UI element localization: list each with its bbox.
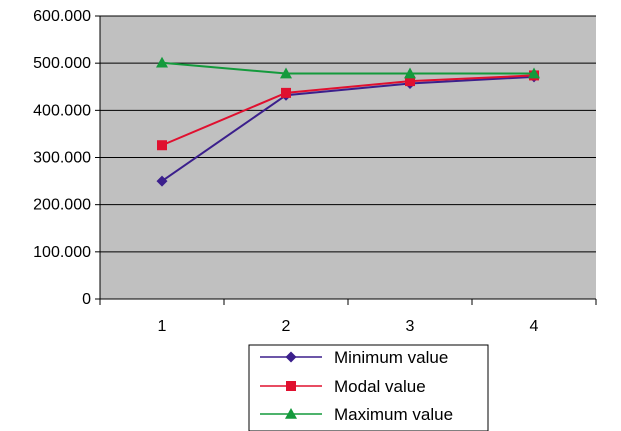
series-layer (156, 56, 540, 187)
y-tick-label-1: 100.000 (33, 244, 91, 261)
x-tick-label-3: 4 (530, 318, 539, 335)
legend: Minimum value Modal value Maximum value (248, 344, 489, 431)
x-axis-ticks: 1 2 3 4 (99, 299, 597, 335)
y-tick-label-6: 600.000 (33, 8, 91, 25)
y-tick-label-2: 200.000 (33, 197, 91, 214)
legend-marker-1 (286, 381, 296, 391)
data-point-2-1 (280, 67, 292, 79)
data-point-1-2 (405, 76, 415, 87)
gridlines (100, 15, 596, 253)
data-point-2-2 (404, 67, 416, 79)
data-point-2-0 (156, 56, 168, 68)
data-point-1-0 (157, 140, 167, 151)
series-2 (156, 56, 540, 79)
legend-label-2: Maximum value (334, 405, 453, 424)
legend-item-0: Minimum value (260, 348, 448, 367)
y-axis-ticks: 0 100.000 200.000 300.000 400.000 500.000 600.… (33, 8, 100, 308)
y-tick-label-4: 400.000 (33, 102, 91, 119)
data-point-1-1 (281, 87, 291, 98)
data-point-2-3 (528, 67, 540, 79)
legend-marker-0 (285, 351, 297, 363)
legend-item-2: Maximum value (260, 405, 453, 424)
series-line-2 (161, 61, 534, 75)
legend-label-0: Minimum value (334, 348, 448, 367)
y-tick-label-3: 300.000 (33, 150, 91, 167)
x-tick-label-2: 3 (406, 318, 415, 335)
data-point-0-0 (156, 175, 168, 187)
x-tick-label-0: 1 (158, 318, 167, 335)
series-line-0 (161, 75, 535, 182)
y-tick-label-0: 0 (82, 291, 91, 308)
legend-marker-2 (285, 408, 297, 419)
y-tick-label-5: 500.000 (33, 55, 91, 72)
legend-label-1: Modal value (334, 377, 426, 396)
series-line-1 (161, 74, 535, 147)
x-tick-label-1: 2 (282, 318, 291, 335)
legend-item-1: Modal value (260, 377, 426, 396)
